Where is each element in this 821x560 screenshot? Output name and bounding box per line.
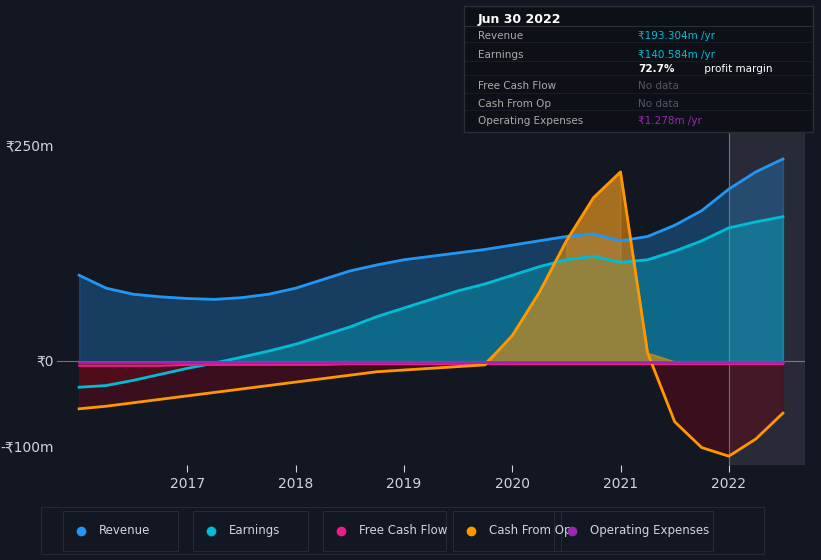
Text: No data: No data xyxy=(639,81,679,91)
Text: ₹140.584m /yr: ₹140.584m /yr xyxy=(639,50,715,60)
Text: Jun 30 2022: Jun 30 2022 xyxy=(478,13,562,26)
Text: profit margin: profit margin xyxy=(701,64,773,73)
Text: No data: No data xyxy=(639,99,679,109)
Text: Operating Expenses: Operating Expenses xyxy=(590,524,709,537)
Text: Free Cash Flow: Free Cash Flow xyxy=(478,81,556,91)
Text: Free Cash Flow: Free Cash Flow xyxy=(359,524,447,537)
Text: -₹100m: -₹100m xyxy=(0,441,53,455)
Text: Earnings: Earnings xyxy=(478,50,523,60)
Text: ₹0: ₹0 xyxy=(36,354,53,368)
Text: ₹193.304m /yr: ₹193.304m /yr xyxy=(639,31,715,41)
Text: 72.7%: 72.7% xyxy=(639,64,675,73)
Text: ₹250m: ₹250m xyxy=(5,139,53,153)
Bar xyxy=(729,129,805,465)
Text: Cash From Op: Cash From Op xyxy=(478,99,551,109)
Text: Revenue: Revenue xyxy=(478,31,523,41)
Text: Cash From Op: Cash From Op xyxy=(489,524,571,537)
Text: Revenue: Revenue xyxy=(99,524,150,537)
Text: Operating Expenses: Operating Expenses xyxy=(478,116,583,127)
Text: Earnings: Earnings xyxy=(229,524,280,537)
Text: ₹1.278m /yr: ₹1.278m /yr xyxy=(639,116,702,127)
